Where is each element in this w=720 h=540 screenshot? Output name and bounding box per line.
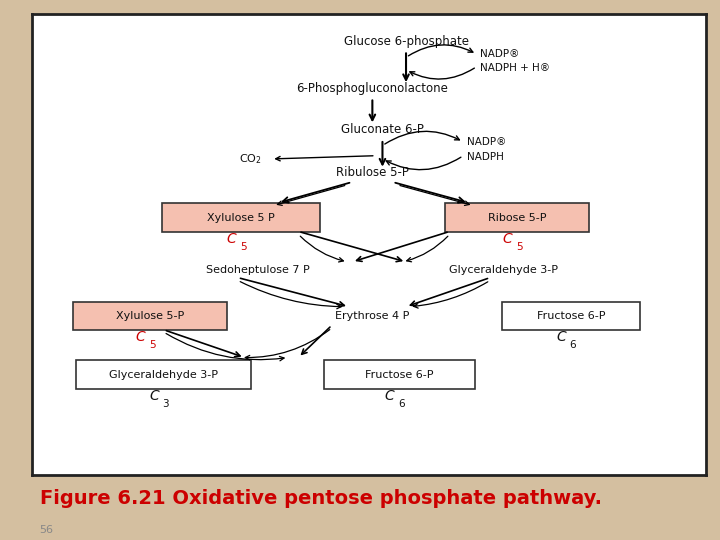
Text: Glyceraldehyde 3-P: Glyceraldehyde 3-P: [109, 369, 218, 380]
Text: 56: 56: [40, 525, 53, 535]
Text: NADP®: NADP®: [467, 137, 506, 147]
Text: Glucose 6-phosphate: Glucose 6-phosphate: [343, 35, 469, 48]
Text: C: C: [503, 232, 513, 246]
FancyBboxPatch shape: [445, 203, 589, 232]
Text: Xylulose 5-P: Xylulose 5-P: [116, 311, 184, 321]
Text: C: C: [227, 232, 236, 246]
Text: Xylulose 5 P: Xylulose 5 P: [207, 213, 275, 222]
Text: CO$_2$: CO$_2$: [238, 152, 261, 166]
Text: Glyceraldehyde 3-P: Glyceraldehyde 3-P: [449, 265, 558, 275]
Text: C: C: [557, 330, 566, 343]
Text: 6: 6: [398, 399, 405, 409]
Text: 5: 5: [149, 340, 156, 350]
Text: C: C: [384, 389, 395, 403]
Text: Gluconate 6-P: Gluconate 6-P: [341, 123, 424, 136]
Text: NADPH: NADPH: [467, 152, 503, 161]
Text: 5: 5: [516, 242, 523, 252]
Text: Ribulose 5-P: Ribulose 5-P: [336, 166, 409, 179]
FancyBboxPatch shape: [76, 360, 251, 389]
Text: NADP®: NADP®: [480, 49, 519, 59]
Text: Figure 6.21 Oxidative pentose phosphate pathway.: Figure 6.21 Oxidative pentose phosphate …: [40, 489, 602, 508]
Text: Fructose 6-P: Fructose 6-P: [536, 311, 606, 321]
Text: C: C: [136, 330, 145, 343]
Text: 6: 6: [570, 340, 576, 350]
Text: 6-Phosphogluconolactone: 6-Phosphogluconolactone: [297, 82, 449, 95]
Text: C: C: [149, 389, 159, 403]
Text: Ribose 5-P: Ribose 5-P: [488, 213, 546, 222]
FancyBboxPatch shape: [162, 203, 320, 232]
Text: 5: 5: [240, 242, 246, 252]
FancyBboxPatch shape: [503, 302, 639, 330]
Text: Erythrose 4 P: Erythrose 4 P: [336, 311, 410, 321]
Text: Sedoheptulose 7 P: Sedoheptulose 7 P: [206, 265, 310, 275]
Text: 3: 3: [162, 399, 169, 409]
Text: NADPH + H®: NADPH + H®: [480, 63, 550, 73]
Text: Fructose 6-P: Fructose 6-P: [365, 369, 433, 380]
FancyBboxPatch shape: [324, 360, 474, 389]
FancyBboxPatch shape: [73, 302, 228, 330]
